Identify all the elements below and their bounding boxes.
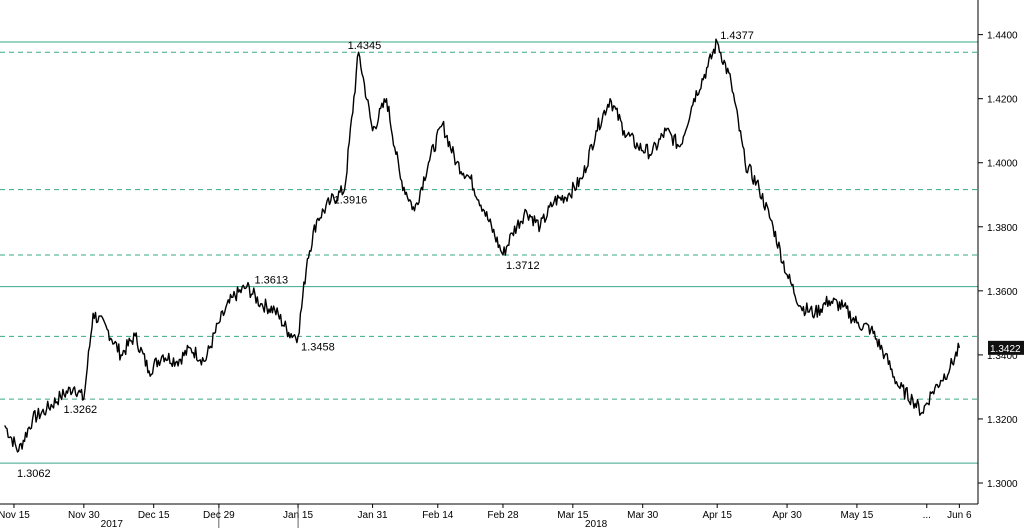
x-tick-label: Jun 6 — [947, 510, 972, 521]
y-tick-label: 1.3200 — [987, 415, 1018, 426]
x-tick-label: Dec 15 — [138, 510, 170, 521]
x-tick-label: Apr 30 — [772, 510, 802, 521]
y-tick-label: 1.4000 — [987, 159, 1018, 170]
last-value-box — [988, 340, 1024, 355]
year-label: 2017 — [101, 519, 124, 528]
annotation-label: 1.3916 — [334, 195, 368, 207]
x-tick-label: May 15 — [841, 510, 874, 521]
y-tick-label: 1.3000 — [987, 479, 1018, 490]
x-tick-label: Nov 15 — [0, 510, 30, 521]
annotation-label: 1.3712 — [506, 260, 540, 272]
y-tick-label: 1.3400 — [987, 351, 1018, 362]
annotation-label: 1.3613 — [254, 275, 288, 287]
price-series-line — [4, 38, 961, 453]
x-tick-label: Apr 15 — [702, 510, 732, 521]
annotation-label: 1.3458 — [301, 341, 335, 353]
annotations: 1.4377 1.4345 1.3916 1.3712 1.3613 1.3458 1.32… — [17, 30, 754, 480]
reference-lines — [0, 41, 978, 464]
series-group — [4, 38, 961, 453]
x-tick-label: ... — [923, 510, 931, 521]
y-tick-label: 1.3800 — [987, 223, 1018, 234]
x-tick-label: Feb 14 — [422, 510, 454, 521]
year-label: 2018 — [585, 519, 608, 528]
x-tick-label: Mar 30 — [627, 510, 659, 521]
y-tick-label: 1.3600 — [987, 287, 1018, 298]
annotation-label: 1.4345 — [348, 40, 382, 52]
x-tick-label: Jan 31 — [358, 510, 388, 521]
annotation-label: 1.4377 — [720, 30, 754, 42]
annotation-label: 1.3062 — [17, 468, 51, 480]
annotation-label: 1.3262 — [64, 404, 98, 416]
y-tick-label: 1.4200 — [987, 95, 1018, 106]
y-tick-label: 1.4400 — [987, 31, 1018, 42]
last-value-label: 1.3422 — [990, 344, 1021, 355]
x-tick-label: Nov 30 — [68, 510, 100, 521]
x-tick-label: Feb 28 — [487, 510, 519, 521]
x-tick-label: Mar 15 — [557, 510, 589, 521]
